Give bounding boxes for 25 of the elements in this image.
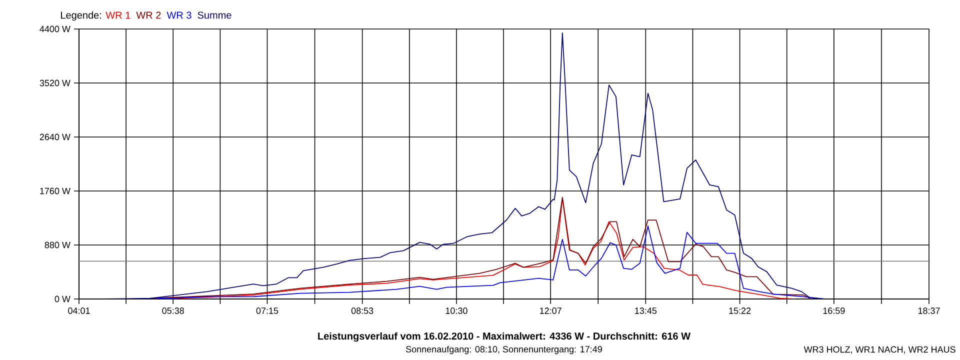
- x-tick-label: 16:59: [823, 308, 845, 314]
- y-tick-label: 2640 W: [40, 134, 70, 140]
- x-tick-label: 07:15: [256, 308, 278, 314]
- x-tick-label: 10:30: [446, 308, 468, 314]
- y-tick-label: 880 W: [44, 242, 70, 248]
- y-tick-label: 1760 W: [40, 188, 70, 194]
- x-tick-label: 13:45: [635, 308, 657, 314]
- y-tick-label: 0 W: [54, 296, 70, 302]
- text: WR3 HOLZ, WR1 NACH, WR2 HAUS: [804, 346, 956, 354]
- y-tick-label: 3520 W: [40, 80, 70, 86]
- text: WR 1: [106, 12, 130, 19]
- x-tick-label: 15:22: [729, 308, 751, 314]
- text: WR 2: [136, 12, 161, 19]
- x-tick-label: 04:01: [68, 308, 90, 314]
- legend-title: Legende:: [61, 11, 101, 21]
- x-tick-label: 08:53: [351, 308, 374, 314]
- x-tick-label: 18:37: [918, 308, 940, 314]
- text: WR 3: [166, 12, 192, 19]
- text: Summe: [198, 12, 232, 19]
- y-tick-label: 4400 W: [40, 26, 70, 32]
- text: Leistungsverlauf vom 16.02.2010 - Maximalwert: 4336 W - Durchschnitt: 616 W: [318, 332, 691, 342]
- x-tick-label: 12:07: [540, 308, 562, 314]
- line-series: [102, 32, 848, 299]
- x-tick-label: 05:38: [162, 308, 184, 314]
- text: Sonnenaufgang: 08:10, Sonnenuntergang: 17:49: [406, 346, 602, 354]
